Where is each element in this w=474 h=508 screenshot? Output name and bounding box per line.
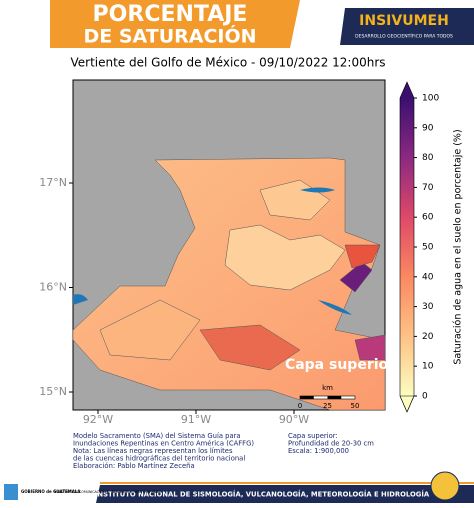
land bbox=[344, 244, 381, 269]
colorbar-end bbox=[399, 395, 415, 413]
footer-gov: GOBIERNO de GUATEMALA bbox=[21, 489, 81, 494]
land bbox=[354, 334, 386, 361]
colorbar-tick-label: 90 bbox=[422, 123, 434, 133]
colorbar-label: Saturación de agua en el suelo en porcen… bbox=[453, 129, 464, 364]
y-tick-label: 16°N bbox=[39, 281, 67, 294]
x-tick-label: 91°W bbox=[181, 413, 211, 426]
map-title: Vertiente del Golfo de México - 09/10/20… bbox=[70, 56, 385, 70]
note: Elaboración: Pablo Martínez Zeceña bbox=[73, 462, 195, 470]
land bbox=[99, 299, 201, 361]
colorbar-tick-label: 60 bbox=[422, 213, 434, 223]
colorbar-tick-label: 40 bbox=[422, 272, 434, 282]
title-line: PORCENTAJE bbox=[93, 2, 248, 27]
x-tick-label: 92°W bbox=[83, 413, 113, 426]
footer-band bbox=[96, 485, 474, 503]
colorbar-tick-label: 80 bbox=[422, 153, 434, 163]
lake bbox=[300, 187, 335, 193]
colorbar-tick-label: 50 bbox=[422, 243, 434, 253]
gov-emblem bbox=[4, 484, 18, 500]
colorbar bbox=[400, 98, 414, 396]
logo: INSIVUMEH bbox=[359, 13, 449, 29]
colorbar-tick-label: 10 bbox=[422, 362, 434, 372]
footer-ministry: MINISTERIO DE COMUNICACIONES, INFRAESTRU… bbox=[54, 490, 162, 494]
colorbar-tick-label: 20 bbox=[422, 332, 434, 342]
title-banner bbox=[50, 0, 300, 48]
land bbox=[224, 224, 346, 291]
scale-bar bbox=[327, 396, 342, 399]
note: de las cuencas hidrográficas del territo… bbox=[73, 455, 245, 463]
scale-unit: km bbox=[322, 384, 333, 392]
scale-label: 25 bbox=[323, 402, 332, 410]
land bbox=[339, 261, 373, 293]
institute-seal bbox=[430, 471, 460, 501]
annotation: Capa superior bbox=[285, 357, 395, 373]
scale-label: 50 bbox=[351, 402, 360, 410]
colorbar-tick-label: 100 bbox=[422, 94, 439, 104]
note: Profundidad de 20-30 cm bbox=[288, 440, 374, 448]
x-tick-label: 90°W bbox=[279, 413, 309, 426]
colorbar-tick-label: 0 bbox=[422, 392, 428, 402]
colorbar-tick-label: 70 bbox=[422, 183, 434, 193]
note: Inundaciones Repentinas en Centro Améric… bbox=[73, 440, 254, 448]
y-tick-label: 15°N bbox=[39, 385, 67, 398]
colorbar-end bbox=[400, 82, 414, 98]
logo-tagline: DESARROLLO GEOCIENTÍFICO PARA TODOS bbox=[355, 33, 453, 40]
title-line: DE SATURACIÓN bbox=[83, 24, 256, 48]
footer-institute: INSTITUTO NACIONAL DE SISMOLOGÍA, VULCAN… bbox=[95, 490, 430, 499]
land bbox=[199, 324, 301, 371]
note: Modelo Sacramento (SMA) del Sistema Guía… bbox=[73, 432, 241, 440]
scale-bar bbox=[300, 396, 314, 399]
y-tick-label: 17°N bbox=[39, 176, 67, 189]
note: Capa superior: bbox=[288, 432, 338, 440]
logo-bg bbox=[340, 8, 474, 45]
colorbar-tick-label: 30 bbox=[422, 302, 434, 312]
scale-label: 0 bbox=[298, 402, 302, 410]
water bbox=[73, 294, 88, 305]
note: Nota: Las líneas negras representan los … bbox=[73, 447, 233, 455]
lake bbox=[318, 300, 352, 315]
note: Escala: 1:900,000 bbox=[288, 447, 349, 455]
